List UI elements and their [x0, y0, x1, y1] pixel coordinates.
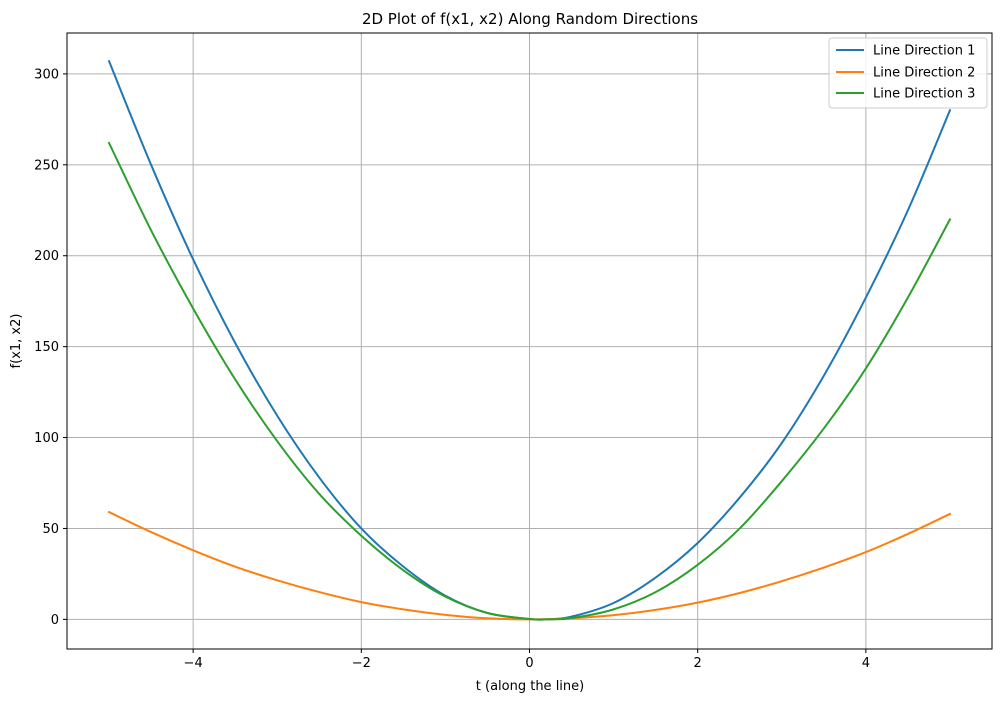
- legend-frame: [828, 37, 988, 109]
- x-tick-label: 0: [525, 656, 533, 671]
- y-tick-label: 300: [34, 67, 59, 82]
- series-group: [107, 59, 952, 621]
- y-tick-label: 200: [34, 249, 59, 264]
- x-tick-label: 2: [694, 656, 702, 671]
- y-tick-label: 0: [51, 613, 59, 628]
- legend: Line Direction 1 Line Direction 2 Line D…: [828, 37, 988, 109]
- x-tick-label: −4: [184, 656, 203, 671]
- x-axis-label: t (along the line): [476, 679, 584, 694]
- y-tick-label: 50: [42, 522, 59, 537]
- legend-label-1: Line Direction 1: [873, 44, 975, 59]
- x-tick-label: −2: [352, 656, 371, 671]
- legend-label-3: Line Direction 3: [873, 87, 975, 102]
- grid: [67, 33, 992, 649]
- x-axis: −4 −2 0 2 4: [184, 649, 870, 671]
- series-line-3: [107, 141, 952, 621]
- legend-label-2: Line Direction 2: [873, 66, 975, 81]
- y-tick-label: 100: [34, 431, 59, 446]
- y-axis: 0 50 100 150 200 250 300: [34, 67, 67, 628]
- y-tick-label: 250: [34, 158, 59, 173]
- chart-title: 2D Plot of f(x1, x2) Along Random Direct…: [362, 10, 698, 28]
- y-axis-label: f(x1, x2): [9, 314, 24, 369]
- y-tick-label: 150: [34, 340, 59, 355]
- x-tick-label: 4: [862, 656, 870, 671]
